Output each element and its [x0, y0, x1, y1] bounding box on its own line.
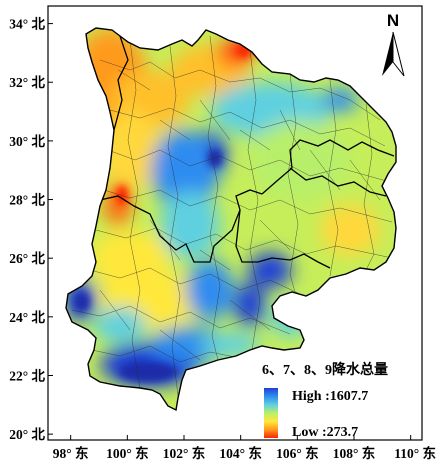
county-boundaries [71, 35, 393, 397]
province-boundaries [99, 35, 395, 269]
latitude-tick-label: 22° 北 [9, 368, 45, 383]
north-arrow-letter: N [387, 11, 399, 30]
north-arrow-light-half [392, 31, 405, 77]
legend-high-label: High :1607.7 [292, 389, 368, 404]
north-arrow-dark-half [382, 32, 393, 76]
longitude-tick-label: 102° 东 [163, 445, 206, 461]
longitude-tick-label: 110° 东 [394, 445, 436, 461]
latitude-tick-label: 24° 北 [9, 310, 45, 325]
legend-color-ramp [264, 388, 278, 438]
longitude-tick-label: 98° 东 [53, 445, 89, 461]
precipitation-surface [66, 28, 396, 410]
legend-title: 6、7、8、9降水总量 [262, 361, 388, 378]
longitude-tick-label: 108° 东 [333, 445, 376, 461]
north-arrow: N [382, 11, 405, 77]
latitude-tick-label: 28° 北 [9, 193, 45, 208]
legend: 6、7、8、9降水总量 High :1607.7 Low :273.7 [262, 361, 388, 440]
latitude-axis: 34° 北 32° 北 30° 北 28° 北 26° 北 24° 北 22° 北 20° 北 [9, 17, 53, 442]
legend-low-label: Low :273.7 [292, 425, 358, 440]
longitude-axis: 98° 东 100° 东 102° 东 104° 东 106° 东 108° 东 110° … [53, 435, 436, 461]
longitude-tick-label: 100° 东 [106, 445, 149, 461]
latitude-tick-label: 26° 北 [9, 251, 45, 266]
latitude-tick-label: 32° 北 [9, 75, 45, 90]
longitude-tick-label: 106° 东 [276, 445, 319, 461]
latitude-tick-label: 30° 北 [9, 134, 45, 149]
surface-blobs [66, 28, 380, 387]
latitude-tick-label: 34° 北 [9, 17, 45, 32]
latitude-tick-label: 20° 北 [9, 427, 45, 442]
longitude-tick-label: 104° 东 [219, 445, 262, 461]
